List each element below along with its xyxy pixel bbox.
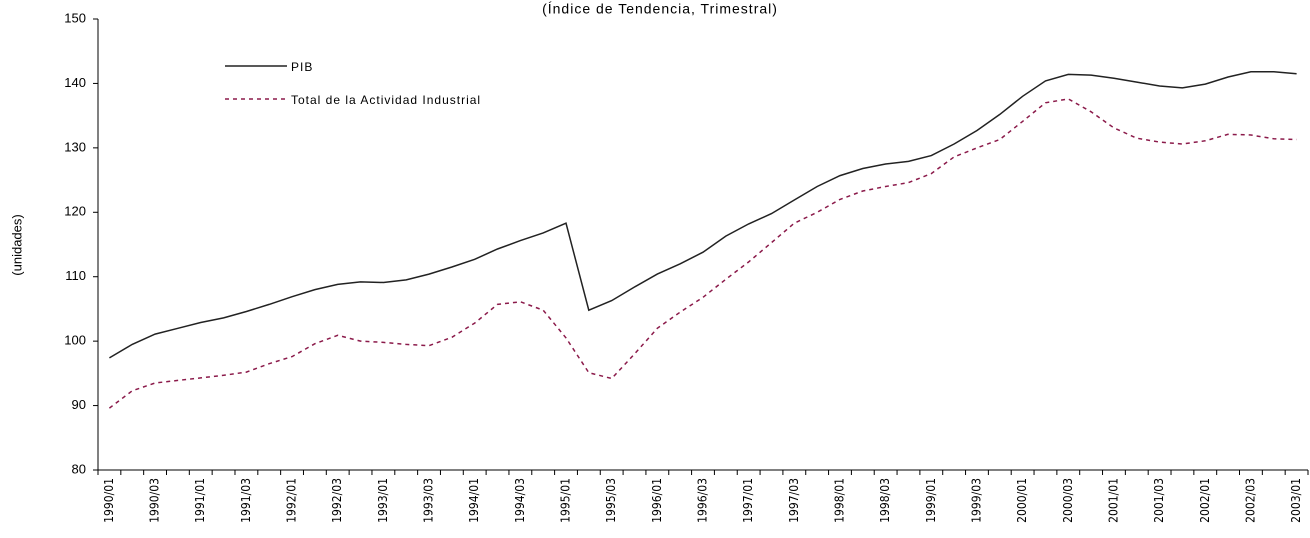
x-tick-label: 1995/03 <box>604 478 618 523</box>
x-tick-label: 1999/03 <box>969 478 983 523</box>
x-tick-label: 1993/03 <box>422 478 436 523</box>
y-tick-label: 130 <box>64 139 86 154</box>
x-tick-label: 2002/01 <box>1198 478 1212 523</box>
x-tick-label: 1998/03 <box>878 478 892 523</box>
x-tick-label: 1991/01 <box>193 478 207 523</box>
x-tick-label: 1994/03 <box>513 478 527 523</box>
y-tick-label: 140 <box>64 75 86 90</box>
x-tick-label: 2000/03 <box>1061 478 1075 523</box>
x-tick-label: 2001/01 <box>1106 478 1120 523</box>
legend-label: Total de la Actividad Industrial <box>291 93 481 107</box>
x-tick-label: 1996/01 <box>650 478 664 523</box>
data-line <box>109 71 1297 359</box>
x-tick-label: 2002/03 <box>1243 478 1257 523</box>
y-axis-label: (unidades) <box>9 214 24 275</box>
x-tick-label: 1996/03 <box>696 478 710 523</box>
x-tick-label: 2001/03 <box>1152 478 1166 523</box>
y-tick-label: 110 <box>65 268 86 283</box>
data-line <box>108 98 1297 409</box>
legend-label: PIB <box>291 60 313 74</box>
x-tick-label: 1999/01 <box>924 478 938 523</box>
x-tick-label: 1998/01 <box>832 478 846 523</box>
x-tick-label: 1997/03 <box>787 478 801 523</box>
x-tick-label: 1992/01 <box>285 478 299 523</box>
y-tick-label: 100 <box>64 333 86 348</box>
x-tick-label: 1997/01 <box>741 478 755 523</box>
chart-title: (Índice de Tendencia, Trimestral) <box>542 1 778 17</box>
x-tick-label: 1995/01 <box>559 478 573 523</box>
x-tick-label: 1990/01 <box>102 478 116 523</box>
y-tick-label: 90 <box>72 397 86 412</box>
x-tick-label: 1990/03 <box>148 478 162 523</box>
x-tick-label: 1994/01 <box>467 478 481 523</box>
y-tick-label: 80 <box>72 461 86 476</box>
x-tick-label: 2000/01 <box>1015 478 1029 523</box>
x-tick-label: 1991/03 <box>239 478 253 523</box>
y-tick-label: 150 <box>64 10 86 25</box>
x-tick-label: 2003/01 <box>1289 478 1303 523</box>
y-tick-label: 120 <box>64 204 86 219</box>
x-tick-label: 1993/01 <box>376 478 390 523</box>
x-tick-label: 1992/03 <box>330 478 344 523</box>
